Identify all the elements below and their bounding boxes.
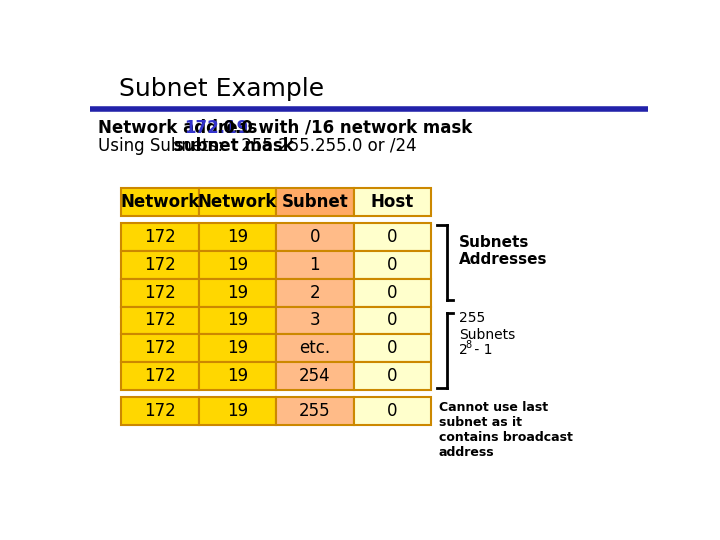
FancyBboxPatch shape xyxy=(276,397,354,425)
FancyBboxPatch shape xyxy=(199,397,276,425)
Text: Network: Network xyxy=(197,193,277,211)
FancyBboxPatch shape xyxy=(354,397,431,425)
Text: Host: Host xyxy=(371,193,414,211)
FancyBboxPatch shape xyxy=(121,224,199,251)
Text: 19: 19 xyxy=(227,228,248,246)
Text: etc.: etc. xyxy=(300,339,330,357)
FancyBboxPatch shape xyxy=(121,362,199,390)
FancyBboxPatch shape xyxy=(121,188,199,215)
FancyBboxPatch shape xyxy=(121,397,199,425)
Text: 2: 2 xyxy=(459,343,468,357)
Text: 172: 172 xyxy=(144,367,176,385)
FancyBboxPatch shape xyxy=(199,224,276,251)
FancyBboxPatch shape xyxy=(199,188,276,215)
Text: 19: 19 xyxy=(227,312,248,329)
Text: 2: 2 xyxy=(310,284,320,302)
FancyBboxPatch shape xyxy=(121,334,199,362)
Text: 172: 172 xyxy=(144,256,176,274)
Text: - 1: - 1 xyxy=(469,343,492,357)
Text: 19: 19 xyxy=(227,256,248,274)
FancyBboxPatch shape xyxy=(276,188,354,215)
Text: 0: 0 xyxy=(387,228,397,246)
FancyBboxPatch shape xyxy=(276,307,354,334)
Text: Subnet Example: Subnet Example xyxy=(120,77,325,102)
FancyBboxPatch shape xyxy=(199,307,276,334)
FancyBboxPatch shape xyxy=(354,307,431,334)
Text: Subnet: Subnet xyxy=(282,193,348,211)
Text: 0: 0 xyxy=(387,339,397,357)
Text: 172: 172 xyxy=(144,228,176,246)
FancyBboxPatch shape xyxy=(199,251,276,279)
FancyBboxPatch shape xyxy=(276,224,354,251)
FancyBboxPatch shape xyxy=(354,224,431,251)
FancyBboxPatch shape xyxy=(354,188,431,215)
Text: 0: 0 xyxy=(387,256,397,274)
FancyBboxPatch shape xyxy=(276,251,354,279)
Text: 172: 172 xyxy=(144,284,176,302)
Text: 254: 254 xyxy=(299,367,330,385)
FancyBboxPatch shape xyxy=(276,279,354,307)
Text: Subnets
Addresses: Subnets Addresses xyxy=(459,235,547,267)
FancyBboxPatch shape xyxy=(199,334,276,362)
FancyBboxPatch shape xyxy=(121,279,199,307)
FancyBboxPatch shape xyxy=(199,362,276,390)
Text: 1: 1 xyxy=(310,256,320,274)
Text: Network: Network xyxy=(120,193,199,211)
Text: Using Subnets:: Using Subnets: xyxy=(98,137,228,154)
FancyBboxPatch shape xyxy=(121,251,199,279)
FancyBboxPatch shape xyxy=(121,307,199,334)
Text: 172: 172 xyxy=(144,312,176,329)
Text: 172.19: 172.19 xyxy=(184,119,249,137)
Text: 3: 3 xyxy=(310,312,320,329)
FancyBboxPatch shape xyxy=(276,362,354,390)
FancyBboxPatch shape xyxy=(354,251,431,279)
Text: 0: 0 xyxy=(387,367,397,385)
FancyBboxPatch shape xyxy=(354,334,431,362)
FancyBboxPatch shape xyxy=(354,362,431,390)
Text: subnet mask: subnet mask xyxy=(174,137,294,154)
Text: 0: 0 xyxy=(310,228,320,246)
Text: 255
Subnets: 255 Subnets xyxy=(459,312,515,342)
Text: .0.0 with /16 network mask: .0.0 with /16 network mask xyxy=(217,119,472,137)
FancyBboxPatch shape xyxy=(276,334,354,362)
FancyBboxPatch shape xyxy=(354,279,431,307)
Text: 255.255.255.0 or /24: 255.255.255.0 or /24 xyxy=(236,137,416,154)
Text: 172: 172 xyxy=(144,402,176,420)
Text: 19: 19 xyxy=(227,367,248,385)
FancyBboxPatch shape xyxy=(199,279,276,307)
Text: 19: 19 xyxy=(227,339,248,357)
Text: 0: 0 xyxy=(387,312,397,329)
Text: 8: 8 xyxy=(465,340,471,350)
Text: 0: 0 xyxy=(387,402,397,420)
Text: Network address: Network address xyxy=(98,119,263,137)
Text: 172: 172 xyxy=(144,339,176,357)
Text: 19: 19 xyxy=(227,402,248,420)
Text: 255: 255 xyxy=(299,402,330,420)
Text: Cannot use last
subnet as it
contains broadcast
address: Cannot use last subnet as it contains br… xyxy=(438,401,572,458)
Text: 19: 19 xyxy=(227,284,248,302)
Text: 0: 0 xyxy=(387,284,397,302)
